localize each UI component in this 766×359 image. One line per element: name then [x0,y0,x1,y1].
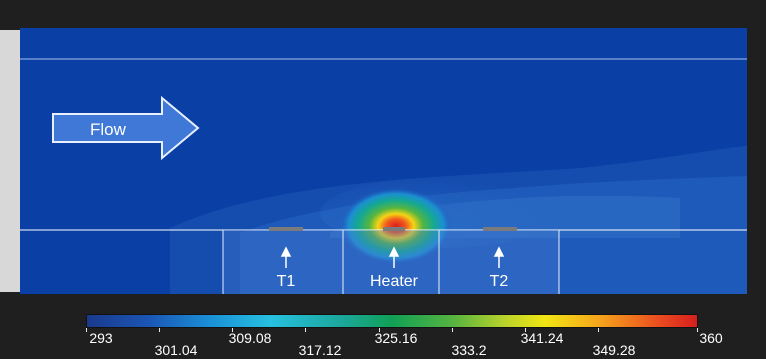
temperature-field: T1 Heater T2 Flow [20,28,747,294]
colorbar-label: 349.28 [592,342,636,358]
heater-element [383,227,405,231]
colorbar-label: 317.12 [298,342,342,358]
colorbar-label: 333.2 [451,342,487,358]
colorbar-tick [232,328,233,332]
heater-hotspot [340,188,452,264]
simulation-view: T1 Heater T2 Flow [20,28,747,294]
colorbar-tick [697,328,698,332]
colorbar-tick [379,328,380,332]
colorbar-label: 341.24 [520,330,564,346]
colorbar-tick [86,328,87,332]
colorbar-tick [525,328,526,332]
colorbar-label: 309.08 [228,330,272,346]
colorbar-label: 360 [699,330,723,346]
t2-label: T2 [490,273,509,290]
colorbar-label: 293 [89,330,113,346]
colorbar-gradient [86,314,698,328]
flow-arrow-icon [52,95,200,161]
colorbar-tick [305,328,306,332]
heater-label: Heater [370,273,419,290]
colorbar-label: 325.16 [374,330,418,346]
flow-label: Flow [90,120,127,139]
left-margin [0,30,20,292]
colorbar-tick [452,328,453,332]
colorbar-tick [598,328,599,332]
sensor-arrows [280,246,505,268]
t1-element [269,227,303,231]
t1-box [223,230,343,294]
heater-box [343,230,439,294]
colorbar-tick [159,328,160,332]
colorbar [86,314,698,332]
colorbar-label: 301.04 [154,342,198,358]
t2-element [483,227,517,231]
t1-label: T1 [277,273,296,290]
